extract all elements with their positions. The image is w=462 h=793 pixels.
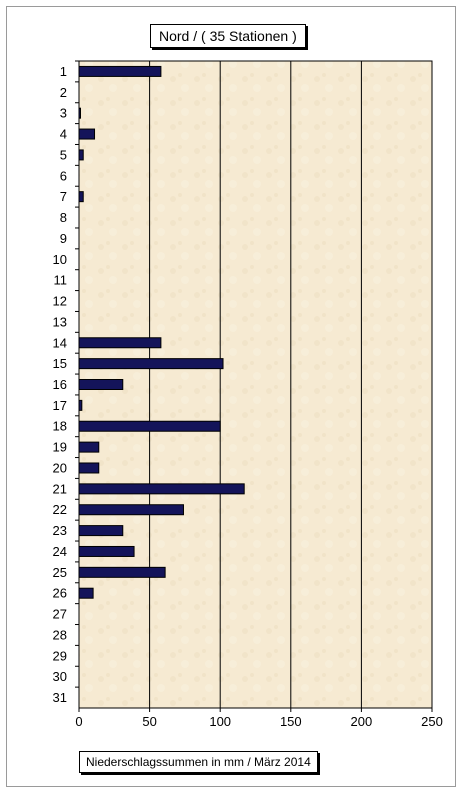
x-tick-label: 0 (75, 714, 82, 729)
y-tick-label: 3 (60, 106, 67, 121)
bar (78, 65, 162, 77)
y-tick-label: 22 (53, 502, 67, 517)
y-tick-label: 18 (53, 419, 67, 434)
y-tick-label: 12 (53, 294, 67, 309)
y-tick-label: 6 (60, 168, 67, 183)
y-tick-label: 19 (53, 440, 67, 455)
bar (78, 545, 135, 557)
y-tick-label: 11 (54, 273, 68, 288)
bar (78, 379, 124, 390)
y-tick-label: 25 (53, 565, 67, 580)
y-tick-label: 27 (53, 607, 67, 622)
bar (78, 420, 221, 432)
bar (78, 191, 84, 203)
bar (78, 399, 83, 411)
bar (78, 337, 162, 349)
bar (78, 128, 96, 140)
y-tick-label: 26 (53, 586, 67, 601)
y-tick-label: 17 (53, 398, 67, 413)
bar (78, 525, 124, 537)
plot-area (78, 60, 433, 709)
y-tick-label: 29 (53, 648, 67, 663)
y-tick-label: 16 (53, 377, 67, 392)
y-tick-label: 20 (53, 460, 67, 475)
y-tick-label: 7 (60, 189, 67, 204)
y-tick-label: 9 (60, 231, 67, 246)
y-tick-label: 24 (53, 544, 67, 559)
y-tick-label: 10 (53, 252, 67, 267)
bar (78, 504, 184, 516)
y-tick-label: 31 (53, 690, 67, 705)
bar (78, 107, 81, 119)
x-tick-label: 250 (421, 714, 443, 729)
x-tick-label: 50 (142, 714, 156, 729)
bar (78, 149, 84, 161)
y-tick-label: 14 (53, 335, 67, 350)
y-tick-label: 21 (53, 481, 67, 496)
chart-title: Nord / ( 35 Stationen ) (150, 24, 306, 48)
y-tick-label: 1 (60, 64, 67, 79)
x-tick-label: 100 (209, 714, 231, 729)
y-tick-label: 15 (53, 356, 67, 371)
y-tick-label: 23 (53, 523, 67, 538)
x-tick-label: 150 (280, 714, 302, 729)
bar (78, 483, 245, 495)
y-tick-label: 5 (60, 147, 67, 162)
bar (78, 441, 100, 453)
y-tick-label: 30 (53, 669, 67, 684)
bar (78, 566, 166, 578)
bar (78, 587, 94, 599)
x-axis-label: Niederschlagssummen in mm / März 2014 (79, 751, 318, 773)
bar (78, 462, 100, 474)
y-tick-label: 13 (53, 314, 67, 329)
y-tick-label: 28 (53, 627, 67, 642)
y-tick-label: 4 (60, 127, 67, 142)
y-tick-label: 8 (60, 210, 67, 225)
x-tick-label: 200 (351, 714, 373, 729)
y-tick-label: 2 (60, 85, 67, 100)
bar (78, 358, 224, 370)
